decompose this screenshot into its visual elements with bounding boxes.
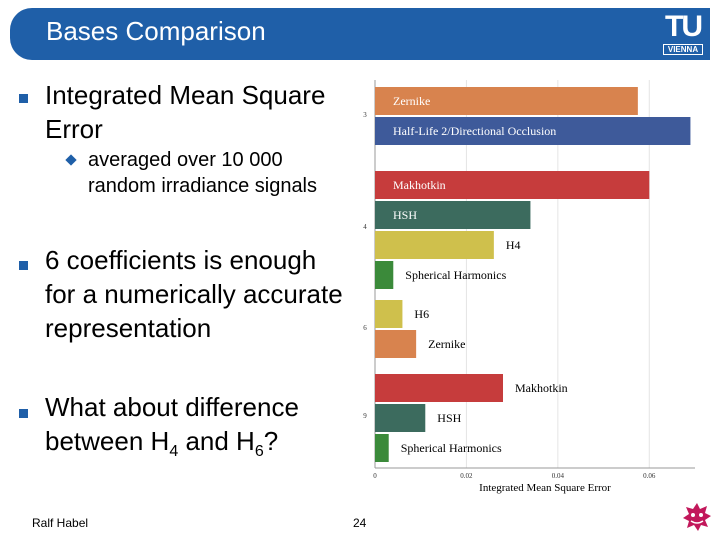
footer-author: Ralf Habel [32,516,89,530]
bar-label: Zernike [428,337,465,351]
group-label: 4 [363,223,367,231]
x-tick-label: 0.04 [552,472,565,480]
bar-label: HSH [437,411,461,425]
bar-label: H6 [414,307,429,321]
page-number: 24 [353,516,367,530]
logo-sub-text: VIENNA [663,44,703,55]
error-bar-chart: 3 Zernike Half-Life 2/Directional Occlusio… [363,80,695,494]
bar [375,404,426,432]
bar-label: Makhotkin [393,178,446,192]
corner-emblem-icon [683,503,711,531]
slide-title: Bases Comparison [46,16,266,46]
bullet-text-2: 6 coefficients is enough for a numerical… [45,245,343,343]
bar [375,300,403,328]
bullet-text-1: Integrated Mean Square Error [45,80,326,144]
bar-label: HSH [393,208,417,222]
x-axis-title: Integrated Mean Square Error [479,482,611,494]
x-tick-label: 0.06 [643,472,656,480]
x-tick-label: 0 [373,472,377,480]
sub-bullet-text: averaged over 10 000 random irradiance s… [88,149,318,197]
bar [375,330,417,358]
sub-bullet-marker [65,154,77,166]
bullet-text-3-part: What about difference between H [45,392,299,456]
bullet-marker [19,409,28,418]
tu-vienna-logo: TU VIENNA [660,12,706,56]
bar [375,374,503,402]
group-label: 9 [363,412,367,420]
subscript-6: 6 [254,443,264,461]
bar-label: H4 [506,238,521,252]
bullet-text-3-part: and H [178,426,255,456]
bar-label: Spherical Harmonics [405,268,506,282]
bullet-text-3-part: ? [263,426,279,456]
subscript-4: 4 [169,443,179,461]
bar [375,261,394,289]
logo-main-text: TU [665,10,703,43]
bullet-marker [19,261,28,270]
bullet-marker [19,94,28,103]
bar [375,201,531,229]
x-tick-label: 0.02 [460,472,473,480]
title-bar [10,8,710,60]
bar-label: Makhotkin [515,381,568,395]
bar [375,231,494,259]
bullet-text-3: What about difference between H4 and H6? [45,390,350,469]
group-label: 3 [363,111,367,119]
bar [375,87,638,115]
bar [375,117,691,145]
bar [375,434,389,462]
bar-label: Spherical Harmonics [401,441,502,455]
bar [375,171,650,199]
bar-label: Half-Life 2/Directional Occlusion [393,124,556,138]
bar-label: Zernike [393,94,430,108]
group-label: 6 [363,324,367,332]
